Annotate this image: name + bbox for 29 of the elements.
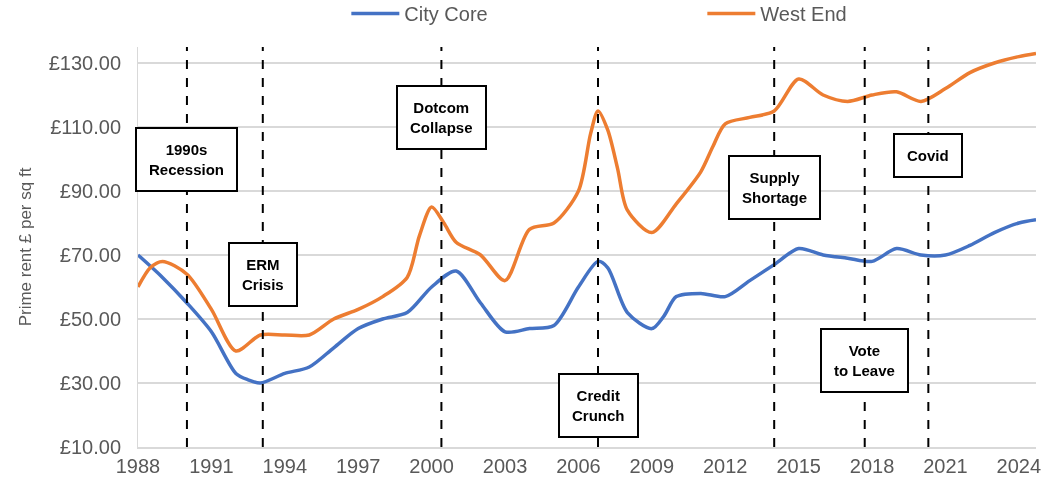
- y-tick-label: £30.00: [59, 372, 121, 394]
- annotation: Dotcom Collapse: [410, 99, 473, 136]
- legend-label: City Core: [404, 3, 488, 26]
- annotation: Supply Shortage: [742, 169, 808, 206]
- x-tick-label: 2006: [556, 454, 601, 477]
- x-tick-label: 2018: [849, 454, 895, 477]
- x-tick-label: 1994: [262, 454, 308, 477]
- x-tick-label: 2012: [703, 454, 748, 477]
- annotation: Vote to Leave: [834, 342, 895, 379]
- x-tick-label: 2021: [923, 454, 968, 477]
- annotation: Credit Crunch: [572, 387, 625, 424]
- annotation: 1990s Recession: [149, 141, 225, 178]
- y-tick-label: £70.00: [59, 244, 121, 266]
- x-tick-label: 2015: [776, 454, 821, 477]
- y-tick-label: £90.00: [59, 180, 121, 202]
- x-tick-label: 2003: [482, 454, 528, 477]
- legend-label: West End: [760, 3, 847, 26]
- y-tick-label: £130.00: [48, 52, 121, 74]
- x-tick-label: 2024: [996, 454, 1042, 477]
- annotation: ERM Crisis: [242, 256, 284, 293]
- y-tick-label: £110.00: [50, 116, 121, 138]
- x-tick-label: 1991: [189, 454, 234, 477]
- annotation: Covid: [907, 147, 949, 164]
- y-tick-label: £50.00: [59, 308, 121, 330]
- line-series: [138, 218, 1036, 385]
- x-tick-label: 2009: [629, 454, 675, 477]
- x-tick-label: 2000: [409, 454, 454, 477]
- y-axis-title: Prime rent £ per sq ft: [16, 167, 36, 327]
- x-tick-label: 1997: [335, 454, 381, 477]
